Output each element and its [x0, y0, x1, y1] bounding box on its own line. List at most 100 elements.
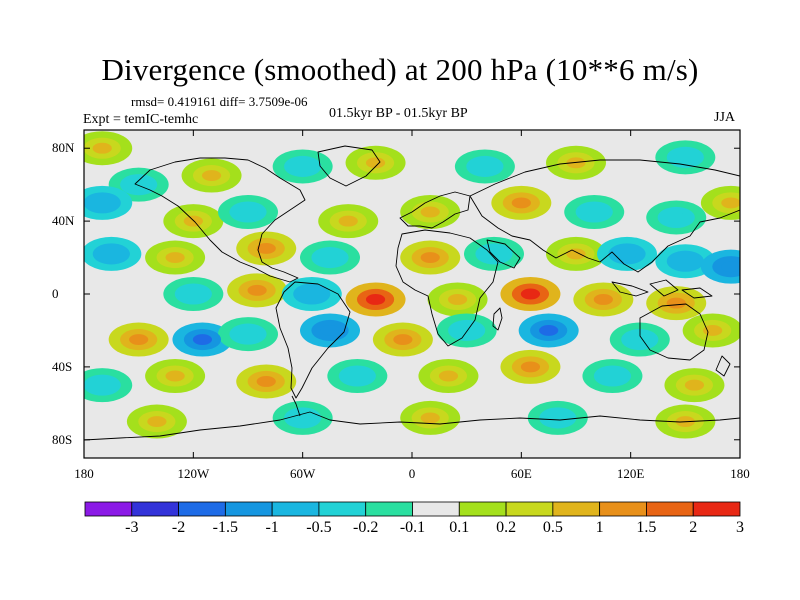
field-blob-core-40: [457, 325, 477, 336]
colorbar-box-8: [458, 501, 507, 517]
field-blob-core-29: [302, 288, 322, 300]
lat-label-4: 80S: [52, 431, 73, 447]
colorbar-label-1: -2: [171, 519, 186, 536]
colorbar-box-7: [412, 501, 460, 517]
coast-north-america: [134, 157, 306, 283]
field-blob-core-26: [721, 261, 740, 273]
field-blob-core-48: [438, 370, 459, 382]
colorbar-label-0: -3: [125, 519, 139, 536]
field-blob-core-5: [475, 161, 495, 172]
field-blob-core-10: [238, 206, 258, 218]
field-blob-core-38: [320, 325, 340, 336]
field-blob-core-13: [511, 197, 531, 209]
colorbar-label-9: 0.5: [542, 519, 563, 536]
season-label: JJA: [714, 110, 736, 125]
colorbar: [84, 501, 741, 517]
colorbar-box-9: [505, 501, 554, 517]
colorbar-label-13: 3: [736, 519, 744, 536]
field-blob-core-11: [338, 215, 358, 227]
colorbar-label-2: -1.5: [212, 519, 239, 536]
colorbar-box-10: [552, 501, 601, 517]
field-blob-core-25: [675, 255, 695, 267]
colorbar-label-11: 1.5: [636, 519, 657, 536]
lon-label-6: 180: [730, 466, 750, 481]
colorbar-box-5: [318, 501, 367, 517]
coast-asia: [469, 159, 740, 273]
field-blob-core-51: [684, 379, 705, 391]
colorbar-box-6: [365, 501, 413, 517]
field-blob-core-19: [256, 243, 276, 254]
colorbar-label-3: -1: [265, 519, 279, 536]
lon-label-2: 60W: [290, 466, 316, 481]
field-blob-core-39: [393, 334, 413, 345]
field-blob-core-47: [347, 370, 367, 382]
coast-south-america: [275, 281, 351, 399]
experiment-label: Expt = temIC-temhc: [83, 112, 199, 127]
field-blob-core-15: [666, 212, 686, 223]
field-blob-core-41: [539, 325, 559, 336]
coast-antarctic-peninsula: [291, 395, 301, 417]
field-blob-core-37: [238, 328, 258, 340]
colorbar-box-12: [646, 501, 694, 517]
field-blob-core-54: [420, 412, 440, 424]
colorbar-label-7: 0.1: [449, 519, 470, 536]
field-blob-core-46: [256, 376, 276, 387]
lon-label-3: 0: [408, 466, 416, 481]
colorbar-label-10: 1: [595, 519, 604, 536]
field-blob-core-24: [617, 248, 637, 260]
lat-label-3: 40S: [52, 358, 73, 374]
field-blob-core-17: [101, 248, 121, 260]
colorbar-box-11: [599, 501, 647, 517]
field-blob-core-3: [293, 161, 313, 172]
coast-madagascar: [492, 307, 503, 331]
field-blob-core-21: [420, 252, 440, 263]
field-blob-core-52: [147, 416, 167, 427]
colorbar-box-1: [131, 501, 179, 517]
colorbar-label-8: 0.2: [496, 519, 517, 536]
colorbar-box-3: [224, 501, 273, 517]
coast-indonesia: [611, 279, 713, 299]
lon-label-4: 60E: [510, 466, 532, 481]
lon-label-0: 180: [74, 466, 94, 481]
field-blob-core-22: [484, 248, 504, 260]
field-blob-core-27: [183, 288, 203, 300]
field-blob-core-44: [92, 379, 112, 391]
field-blob-core-2: [201, 170, 222, 181]
field-blob-core-16: [721, 197, 740, 209]
lat-label-1: 40N: [52, 213, 75, 229]
field-blob-core-9: [183, 215, 203, 227]
lat-label-0: 80N: [52, 140, 75, 156]
coast-new-zealand: [715, 355, 731, 377]
field-blob-core-28: [247, 284, 267, 296]
field-blob-core-4: [365, 157, 386, 169]
chart-title: Divergence (smoothed) at 200 hPa (10**6 …: [101, 52, 699, 87]
colorbar-box-2: [178, 501, 226, 517]
map-ticks: [83, 130, 741, 458]
coast-greenland: [317, 145, 381, 187]
coastlines: [84, 145, 740, 441]
coast-arabia: [486, 239, 521, 269]
field-blob-core-30: [365, 294, 386, 305]
coast-antarctica: [84, 411, 740, 441]
field-blob-core-23: [566, 248, 586, 260]
colorbar-box-0: [84, 501, 133, 517]
field-blob-core-0: [92, 142, 112, 154]
field-blob-core-18: [165, 252, 185, 263]
field-blob-core-32: [520, 288, 541, 300]
field-blob-core-50: [602, 370, 623, 382]
lat-label-2: 0: [52, 286, 59, 301]
field-blob-core-7: [675, 151, 695, 163]
field-blob-core-14: [584, 206, 604, 218]
field-blob-core-31: [447, 294, 468, 305]
field-blob-core-35: [129, 334, 149, 345]
field-blob-core-49: [520, 361, 541, 373]
field-blob-core-12: [420, 206, 440, 218]
lon-label-5: 120E: [616, 466, 645, 481]
field-blob-core-36: [192, 334, 213, 345]
field-blob-core-55: [548, 412, 568, 424]
stats-text: rmsd= 0.419161 diff= 3.7509e-06: [131, 94, 308, 109]
field-blob-core-33: [593, 294, 613, 305]
field-blob-core-34: [666, 297, 686, 309]
colorbar-label-6: -0.1: [399, 519, 426, 536]
